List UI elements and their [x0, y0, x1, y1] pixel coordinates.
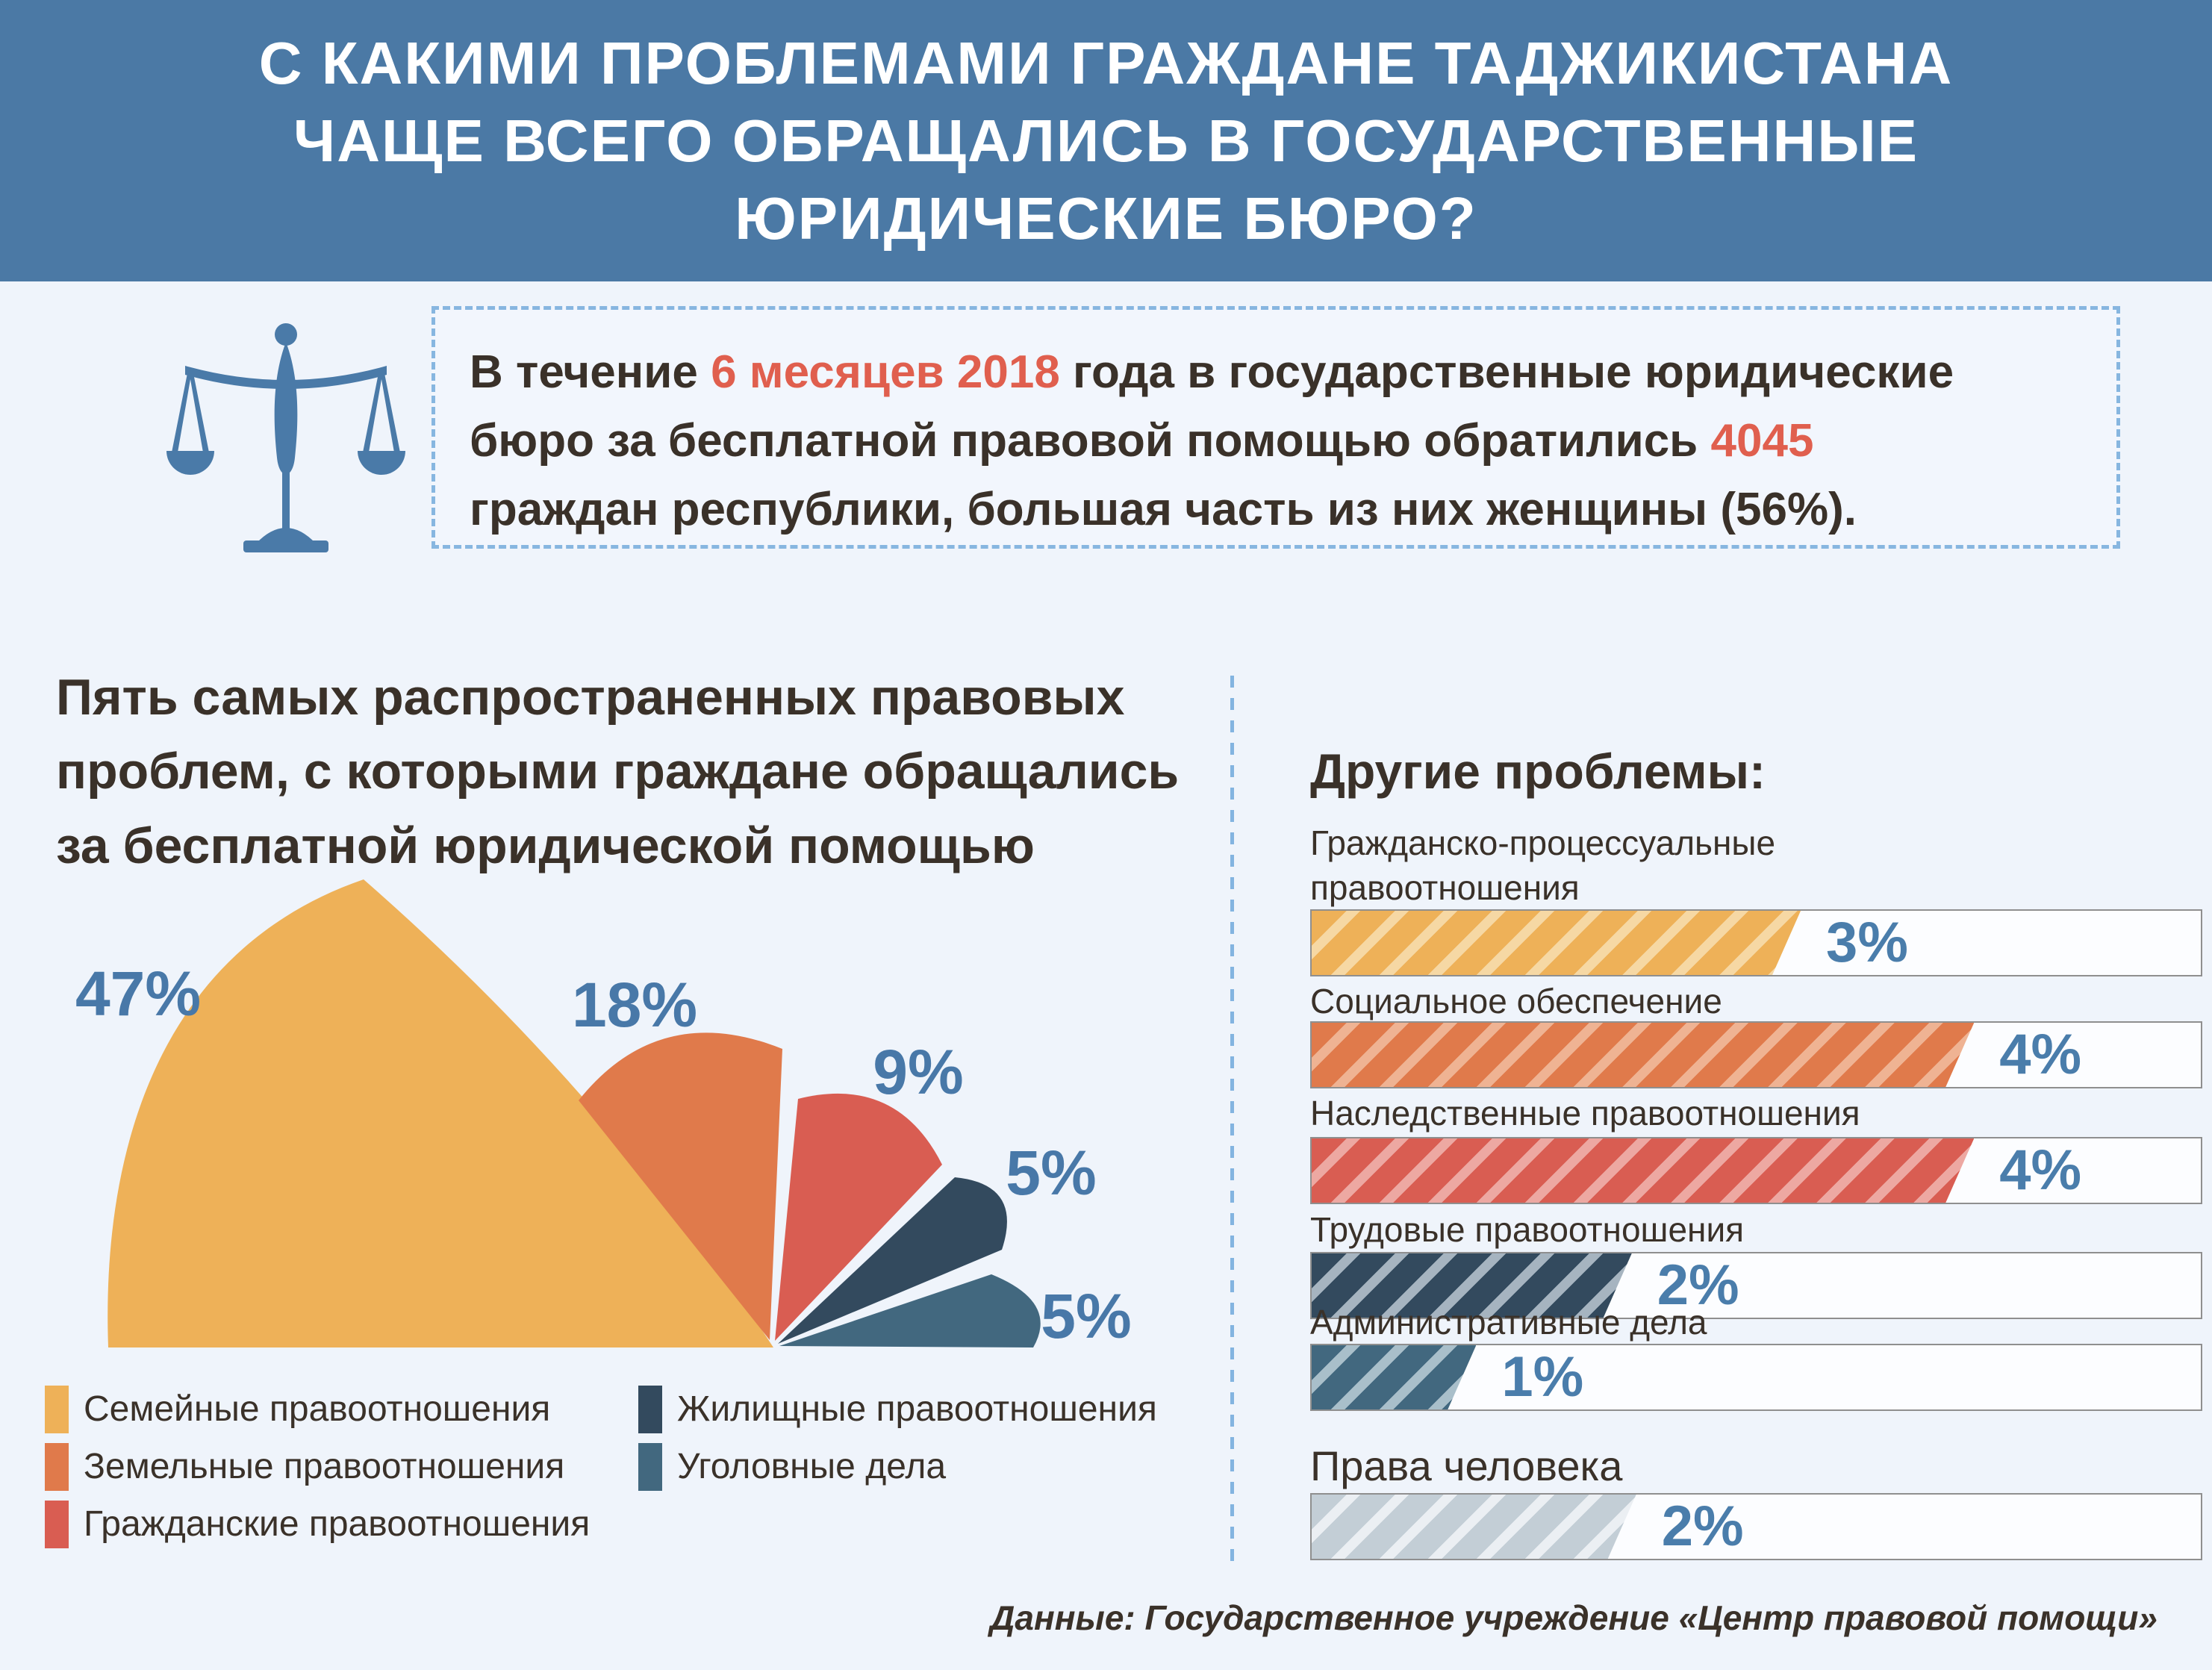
wedge-civil-law [775, 1093, 942, 1341]
bar-label-administrative: Административные дела [1310, 1303, 1707, 1342]
data-source-note: Данные: Государственное учреждение «Цент… [990, 1598, 2158, 1637]
bar-label-civil-procedure: Гражданско-процессуальные правоотношения [1310, 823, 1776, 907]
bar-fill-social-security [1312, 1023, 1974, 1087]
bar-track-administrative: 1% [1310, 1344, 2202, 1411]
wedge-housing-law [778, 1177, 1007, 1344]
bar-fill-inheritance [1312, 1138, 1974, 1203]
bar-track-human-rights: 2% [1310, 1493, 2202, 1560]
bar-value-administrative: 1% [1501, 1345, 1584, 1409]
fan-value-family: 47% [75, 959, 201, 1029]
page-title-line-3: ЮРИДИЧЕСКИЕ БЮРО? [735, 184, 1477, 252]
legend-item-family: Семейные правоотношения [45, 1386, 550, 1433]
section-divider [1230, 676, 1234, 1564]
fan-value-civil: 9% [873, 1037, 963, 1107]
legend-label-land: Земельные правоотношения [84, 1446, 565, 1486]
bar-value-human-rights: 2% [1661, 1495, 1744, 1558]
bar-label-social-security: Социальное обеспечение [1310, 982, 1722, 1021]
legend-label-housing: Жилищные правоотношения [677, 1389, 1157, 1429]
bar-label-human-rights: Права человека [1310, 1442, 1623, 1489]
intro-highlight-text: 6 месяцев 2018 [711, 346, 1060, 398]
bar-track-labor: 2% [1310, 1252, 2202, 1319]
legend-item-land: Земельные правоотношения [45, 1443, 564, 1491]
fan-value-criminal: 5% [1041, 1281, 1131, 1351]
bar-label-labor: Трудовые правоотношения [1310, 1210, 1745, 1249]
bar-track-inheritance: 4% [1310, 1137, 2202, 1204]
legend-label-family: Семейные правоотношения [84, 1389, 551, 1429]
legend-item-housing: Жилищные правоотношения [638, 1386, 1157, 1433]
fan-chart-title: Пять самых распространенных правовых про… [56, 669, 1180, 874]
intro-summary-box: В течение 6 месяцев 2018 года в государс… [432, 306, 2120, 549]
bar-fill-administrative [1312, 1345, 1476, 1409]
page-title-line-1: С КАКИМИ ПРОБЛЕМАМИ ГРАЖДАНЕ ТАДЖИКИСТАН… [258, 29, 1954, 96]
bar-fill-human-rights [1312, 1495, 1636, 1559]
bar-value-civil-procedure: 3% [1826, 911, 1908, 974]
wedge-family-law [108, 879, 773, 1347]
wedge-criminal-cases [779, 1274, 1041, 1347]
bar-value-social-security: 4% [1999, 1023, 2082, 1086]
intro-highlight-text: 4045 [1710, 414, 1814, 467]
header-banner: С КАКИМИ ПРОБЛЕМАМИ ГРАЖДАНЕ ТАДЖИКИСТАН… [0, 0, 2212, 281]
bar-track-civil-procedure: 3% [1310, 909, 2202, 976]
legend-swatch-land [45, 1443, 69, 1491]
legend-swatch-housing [638, 1386, 662, 1433]
fan-chart: 47% 18% 9% 5% 5% [75, 879, 1132, 1351]
scales-of-justice-icon [166, 323, 405, 552]
fan-value-land: 18% [572, 970, 697, 1040]
bar-track-social-security: 4% [1310, 1021, 2202, 1088]
intro-text-segment: В течение [470, 346, 711, 398]
legend-swatch-family [45, 1386, 69, 1433]
legend-label-criminal: Уголовные дела [677, 1446, 947, 1486]
bar-label-inheritance: Наследственные правоотношения [1310, 1094, 1860, 1132]
fan-value-housing: 5% [1006, 1138, 1096, 1208]
legend-item-civil: Гражданские правоотношения [45, 1501, 590, 1548]
legend-item-criminal: Уголовные дела [638, 1443, 946, 1491]
page-title-line-2: ЧАЩЕ ВСЕГО ОБРАЩАЛИСЬ В ГОСУДАРСТВЕННЫЕ [293, 107, 1919, 174]
legend-label-civil: Гражданские правоотношения [84, 1504, 591, 1544]
legend-swatch-criminal [638, 1443, 662, 1491]
other-problems-title: Другие проблемы: [1310, 744, 1766, 799]
legend-swatch-civil [45, 1501, 69, 1548]
bar-fill-labor [1312, 1253, 1632, 1318]
bar-fill-civil-procedure [1312, 911, 1801, 975]
bar-value-inheritance: 4% [1999, 1138, 2082, 1202]
intro-text-segment: года в государственные юридические бюро … [470, 346, 1954, 467]
intro-text-segment: граждан республики, большая часть из них… [470, 483, 1857, 535]
wedge-land-law [579, 1032, 782, 1340]
bar-value-labor: 2% [1657, 1253, 1739, 1317]
